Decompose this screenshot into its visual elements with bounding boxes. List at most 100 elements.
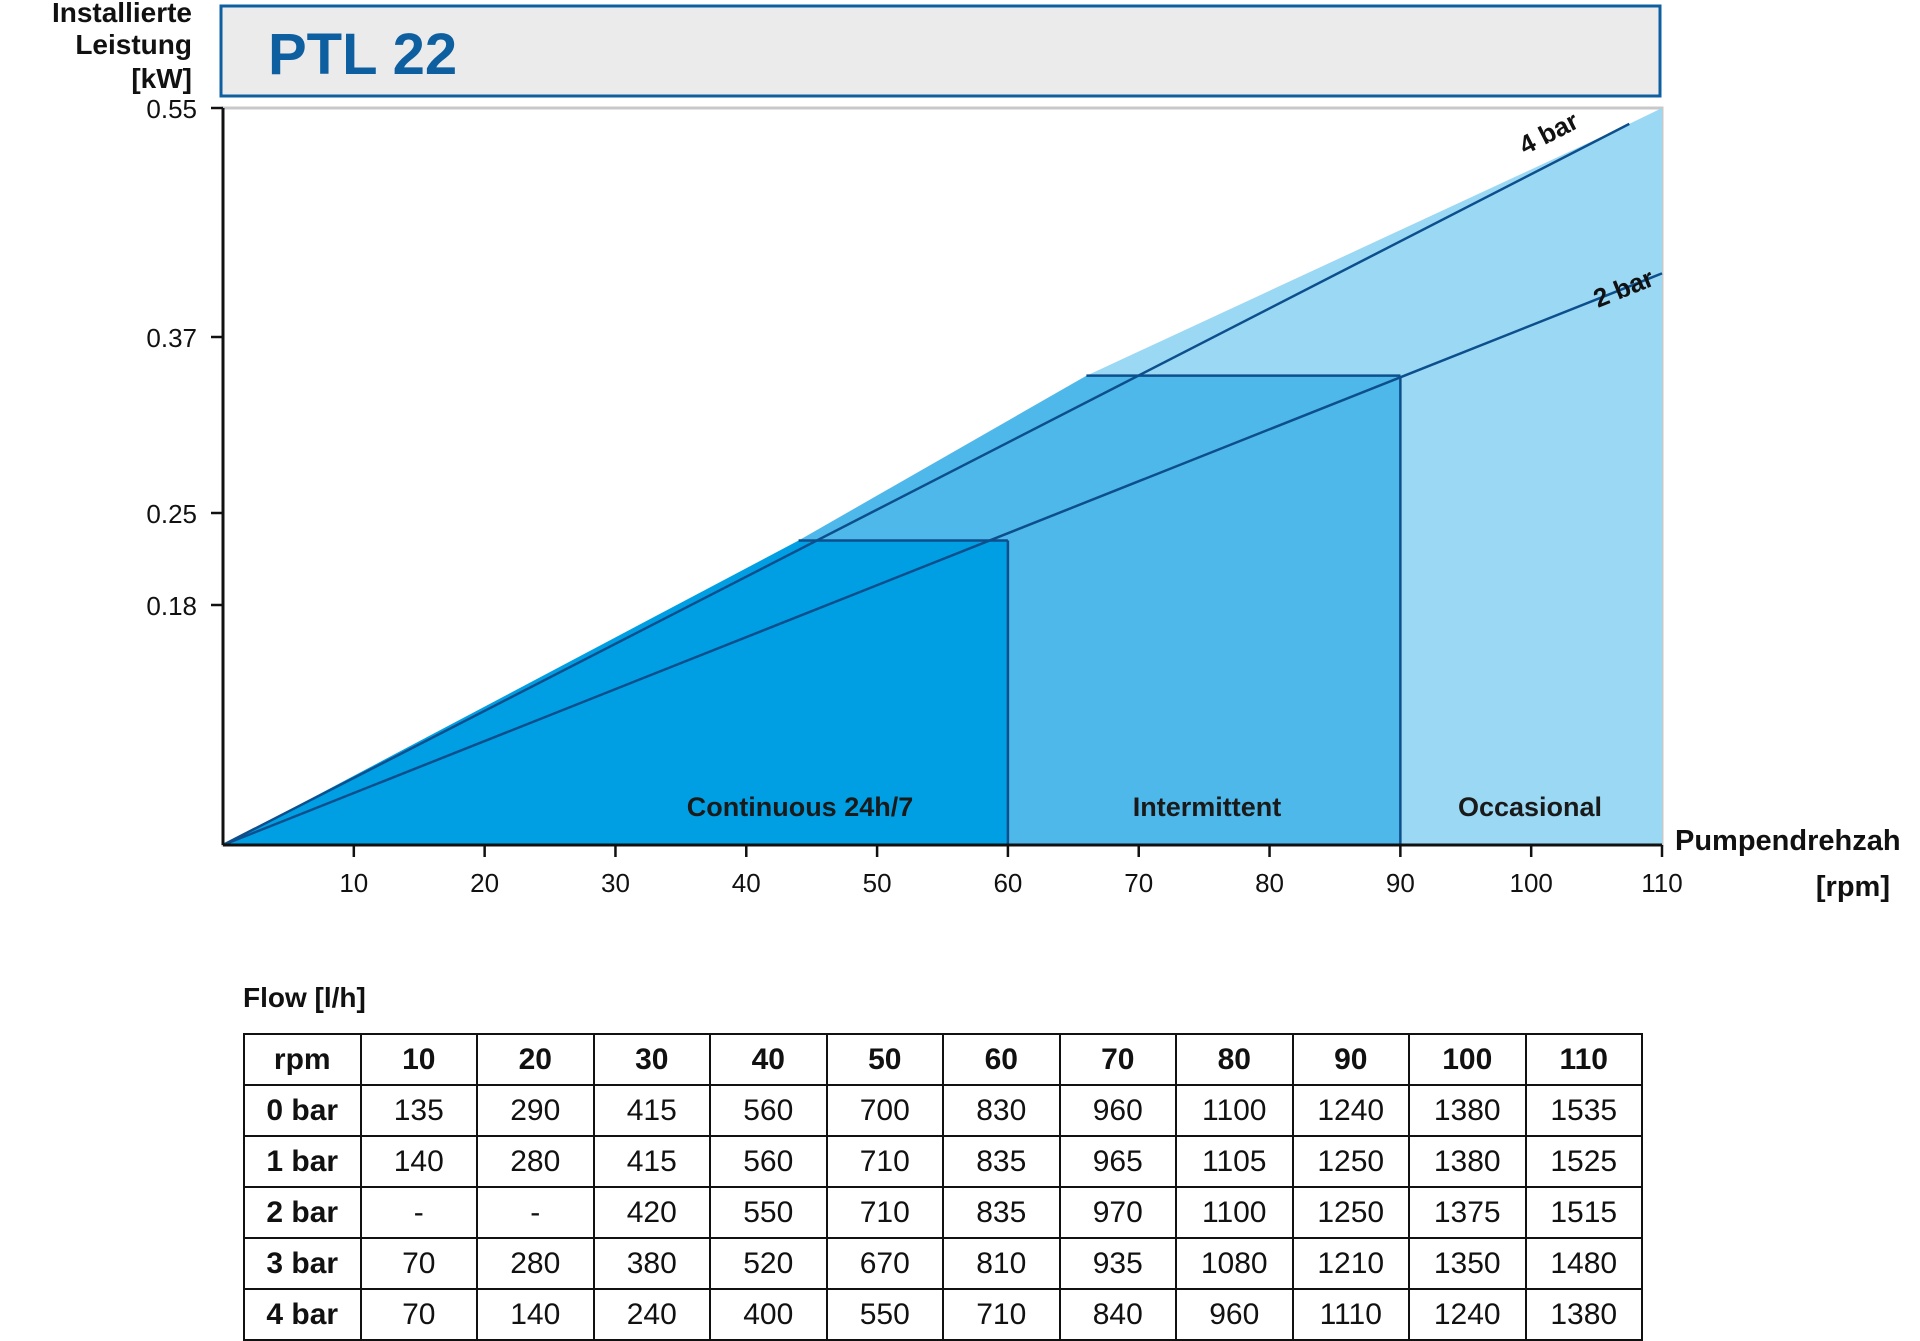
y-tick-label-0.55: 0.55 (146, 94, 197, 124)
flow-table-column-header: 10 (359, 1033, 478, 1086)
flow-table-column-header: 20 (476, 1033, 595, 1086)
table-row: 0 bar 135 290 415 560 700 830 960 1100 1240 1380 15… (243, 1084, 1643, 1137)
x-tick-label-20: 20 (470, 868, 499, 898)
flow-table-cell: 960 (1058, 1084, 1177, 1137)
flow-table-cell: 1380 (1408, 1135, 1527, 1188)
flow-table-cell: 1240 (1291, 1084, 1410, 1137)
flow-table-column-header: 30 (592, 1033, 711, 1086)
flow-table-column-header: 110 (1524, 1033, 1643, 1086)
flow-table-column-header: 40 (709, 1033, 828, 1086)
y-axis-label-1: Leistung (75, 29, 192, 60)
flow-table-cell: 1250 (1291, 1186, 1410, 1239)
flow-table-cell: 935 (1058, 1237, 1177, 1290)
flow-table-cell: 380 (592, 1237, 711, 1290)
flow-table-cell: 700 (825, 1084, 944, 1137)
flow-table-cell: 420 (592, 1186, 711, 1239)
flow-table-column-header: 90 (1291, 1033, 1410, 1086)
title-box (219, 4, 1662, 98)
x-tick-label-40: 40 (732, 868, 761, 898)
flow-table-cell: 710 (825, 1186, 944, 1239)
flow-table-cell: 1105 (1175, 1135, 1294, 1188)
y-axis-label-2: [kW] (131, 63, 192, 94)
flow-table-cell: 1375 (1408, 1186, 1527, 1239)
y-tick-label-0.18: 0.18 (146, 591, 197, 621)
region-occasional (1086, 108, 1662, 845)
flow-table-cell: 140 (359, 1135, 478, 1188)
flow-table-cell: 415 (592, 1135, 711, 1188)
flow-table-cell: 1110 (1291, 1288, 1410, 1341)
flow-table-cell: 670 (825, 1237, 944, 1290)
flow-table-row-label: 3 bar (243, 1237, 362, 1290)
flow-table-column-header: 100 (1408, 1033, 1527, 1086)
flow-table-cell: 1525 (1524, 1135, 1643, 1188)
flow-table-cell: 1380 (1408, 1084, 1527, 1137)
flow-table-row-label: 4 bar (243, 1288, 362, 1341)
flow-table: rpm 10 20 30 40 50 60 70 80 90 100 110 0 bar 135 290 4… (243, 1033, 1643, 1341)
flow-table-cell: 710 (942, 1288, 1061, 1341)
series-line-2-bar (222, 272, 1663, 847)
flow-table-cell: 240 (592, 1288, 711, 1341)
flow-table-cell: 835 (942, 1135, 1061, 1188)
flow-table-cell: 1250 (1291, 1135, 1410, 1188)
flow-table-title: Flow [l/h] (243, 982, 366, 1013)
flow-table-cell: 835 (942, 1186, 1061, 1239)
flow-table-cell: 1100 (1175, 1186, 1294, 1239)
x-tick-label-80: 80 (1255, 868, 1284, 898)
x-tick-label-90: 90 (1386, 868, 1415, 898)
table-row: 1 bar 140 280 415 560 710 835 965 1105 1250 1380 15… (243, 1135, 1643, 1188)
region-intermittent (798, 375, 1401, 845)
region-continuous (223, 540, 1008, 845)
region-label-0: Continuous 24h/7 (687, 792, 914, 822)
flow-table-cell: 70 (359, 1288, 478, 1341)
flow-table-cell: 1480 (1524, 1237, 1643, 1290)
flow-table-column-header: 50 (825, 1033, 944, 1086)
flow-table-cell: 1350 (1408, 1237, 1527, 1290)
flow-table-cell: 1535 (1524, 1084, 1643, 1137)
flow-table-cell: - (359, 1186, 478, 1239)
chart-title: PTL 22 (268, 22, 457, 87)
flow-table-column-header: 70 (1058, 1033, 1177, 1086)
x-tick-label-100: 100 (1509, 868, 1552, 898)
flow-table-column-header: 60 (942, 1033, 1061, 1086)
flow-table-row-label: 1 bar (243, 1135, 362, 1188)
x-axis-label-0: Pumpendrehzah (1675, 825, 1901, 857)
region-label-1: Intermittent (1133, 792, 1282, 822)
flow-table-cell: 135 (359, 1084, 478, 1137)
x-tick-label-60: 60 (993, 868, 1022, 898)
y-tick-label-0.37: 0.37 (146, 323, 197, 353)
flow-table-cell: 560 (709, 1084, 828, 1137)
region-label-2: Occasional (1458, 792, 1602, 822)
series-line-4-bar (222, 122, 1630, 847)
table-row: 4 bar 70 140 240 400 550 710 840 960 1110 1240 1380 (243, 1288, 1643, 1341)
flow-table-cell: 550 (825, 1288, 944, 1341)
flow-table-cell: 1100 (1175, 1084, 1294, 1137)
flow-table-cell: - (476, 1186, 595, 1239)
flow-table-cell: 70 (359, 1237, 478, 1290)
flow-table-cell: 415 (592, 1084, 711, 1137)
flow-table-cell: 520 (709, 1237, 828, 1290)
flow-table-cell: 830 (942, 1084, 1061, 1137)
flow-table-cell: 1080 (1175, 1237, 1294, 1290)
flow-table-cell: 1240 (1408, 1288, 1527, 1341)
y-tick-label-0.25: 0.25 (146, 499, 197, 529)
flow-table-cell: 400 (709, 1288, 828, 1341)
flow-table-row-label: 0 bar (243, 1084, 362, 1137)
flow-table-body: 0 bar 135 290 415 560 700 830 960 1100 1240 1380 15… (243, 1084, 1643, 1341)
flow-table-cell: 1380 (1524, 1288, 1643, 1341)
flow-table-cell: 290 (476, 1084, 595, 1137)
flow-table-header-rpm: rpm (243, 1033, 362, 1086)
flow-table-cell: 965 (1058, 1135, 1177, 1188)
flow-table-cell: 550 (709, 1186, 828, 1239)
flow-table-row-label: 2 bar (243, 1186, 362, 1239)
flow-table-cell: 810 (942, 1237, 1061, 1290)
flow-table-cell: 140 (476, 1288, 595, 1341)
flow-table-cell: 1210 (1291, 1237, 1410, 1290)
x-tick-label-70: 70 (1124, 868, 1153, 898)
flow-table-cell: 280 (476, 1237, 595, 1290)
table-row: 3 bar 70 280 380 520 670 810 935 1080 1210 1350 148… (243, 1237, 1643, 1290)
flow-table-cell: 960 (1175, 1288, 1294, 1341)
flow-table-cell: 560 (709, 1135, 828, 1188)
x-axis-label-1: [rpm] (1816, 871, 1890, 903)
flow-table-cell: 840 (1058, 1288, 1177, 1341)
